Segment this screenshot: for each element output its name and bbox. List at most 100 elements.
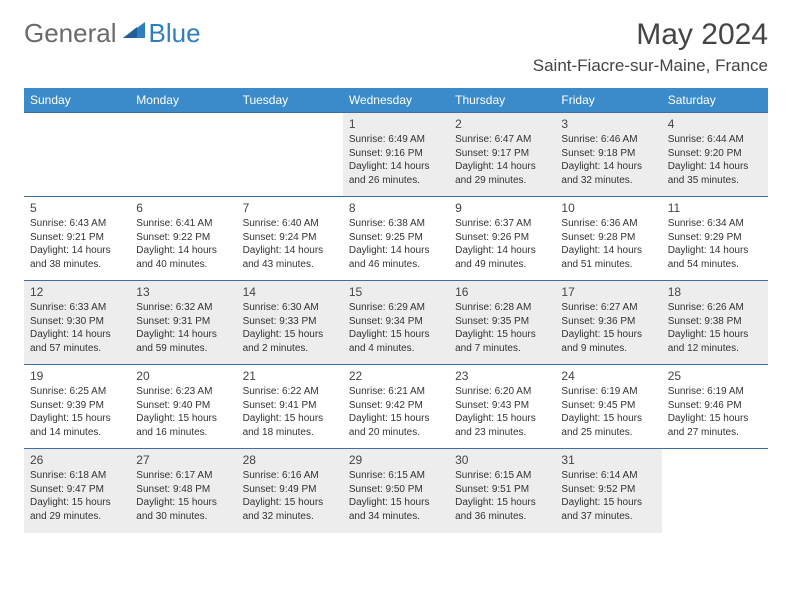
- day-number: 6: [136, 201, 230, 215]
- day-info: Sunrise: 6:19 AMSunset: 9:46 PMDaylight:…: [668, 385, 762, 439]
- logo-text-2: Blue: [149, 18, 201, 49]
- day-header: Saturday: [662, 88, 768, 113]
- calendar-cell: 11 Sunrise: 6:34 AMSunset: 9:29 PMDayligh…: [662, 197, 768, 281]
- day-info: Sunrise: 6:18 AMSunset: 9:47 PMDaylight:…: [30, 469, 124, 523]
- day-header: Sunday: [24, 88, 130, 113]
- day-number: 17: [561, 285, 655, 299]
- day-info: Sunrise: 6:40 AMSunset: 9:24 PMDaylight:…: [243, 217, 337, 271]
- day-number: 26: [30, 453, 124, 467]
- calendar-week-row: 26 Sunrise: 6:18 AMSunset: 9:47 PMDayligh…: [24, 449, 768, 533]
- calendar-cell: 30 Sunrise: 6:15 AMSunset: 9:51 PMDayligh…: [449, 449, 555, 533]
- calendar-cell: 16Sunrise: 6:28 AMSunset: 9:35 PMDayligh…: [449, 281, 555, 365]
- month-title: May 2024: [533, 18, 768, 52]
- day-info: Sunrise: 6:33 AMSunset: 9:30 PMDaylight:…: [30, 301, 124, 355]
- calendar-cell: 10 Sunrise: 6:36 AMSunset: 9:28 PMDayligh…: [555, 197, 661, 281]
- calendar-cell: 8 Sunrise: 6:38 AMSunset: 9:25 PMDaylight…: [343, 197, 449, 281]
- day-info: Sunrise: 6:14 AMSunset: 9:52 PMDaylight:…: [561, 469, 655, 523]
- calendar-cell: 20 Sunrise: 6:23 AMSunset: 9:40 PMDayligh…: [130, 365, 236, 449]
- day-header: Thursday: [449, 88, 555, 113]
- calendar-cell: 27 Sunrise: 6:17 AMSunset: 9:48 PMDayligh…: [130, 449, 236, 533]
- header: General Blue May 2024 Saint-Fiacre-sur-M…: [24, 18, 768, 76]
- day-number: 31: [561, 453, 655, 467]
- calendar-cell: 17 Sunrise: 6:27 AMSunset: 9:36 PMDayligh…: [555, 281, 661, 365]
- day-number: 15: [349, 285, 443, 299]
- calendar-cell: [237, 113, 343, 197]
- day-info: Sunrise: 6:22 AMSunset: 9:41 PMDaylight:…: [243, 385, 337, 439]
- day-info: Sunrise: 6:19 AMSunset: 9:45 PMDaylight:…: [561, 385, 655, 439]
- day-info: Sunrise: 6:49 AMSunset: 9:16 PMDaylight:…: [349, 133, 443, 187]
- calendar-cell: 15Sunrise: 6:29 AMSunset: 9:34 PMDayligh…: [343, 281, 449, 365]
- calendar-cell: 3 Sunrise: 6:46 AMSunset: 9:18 PMDaylight…: [555, 113, 661, 197]
- day-number: 11: [668, 201, 762, 215]
- day-info: Sunrise: 6:41 AMSunset: 9:22 PMDaylight:…: [136, 217, 230, 271]
- calendar-cell: 18 Sunrise: 6:26 AMSunset: 9:38 PMDayligh…: [662, 281, 768, 365]
- day-number: 25: [668, 369, 762, 383]
- calendar-cell: 1 Sunrise: 6:49 AMSunset: 9:16 PMDaylight…: [343, 113, 449, 197]
- day-number: 30: [455, 453, 549, 467]
- day-info: Sunrise: 6:21 AMSunset: 9:42 PMDaylight:…: [349, 385, 443, 439]
- day-info: Sunrise: 6:43 AMSunset: 9:21 PMDaylight:…: [30, 217, 124, 271]
- calendar-cell: 5Sunrise: 6:43 AMSunset: 9:21 PMDaylight…: [24, 197, 130, 281]
- day-number: 7: [243, 201, 337, 215]
- calendar-cell: 2Sunrise: 6:47 AMSunset: 9:17 PMDaylight…: [449, 113, 555, 197]
- day-number: 4: [668, 117, 762, 131]
- day-number: 12: [30, 285, 124, 299]
- day-number: 19: [30, 369, 124, 383]
- logo: General Blue: [24, 18, 201, 49]
- day-number: 21: [243, 369, 337, 383]
- day-info: Sunrise: 6:26 AMSunset: 9:38 PMDaylight:…: [668, 301, 762, 355]
- calendar-cell: 6 Sunrise: 6:41 AMSunset: 9:22 PMDaylight…: [130, 197, 236, 281]
- day-number: 9: [455, 201, 549, 215]
- calendar-week-row: 1 Sunrise: 6:49 AMSunset: 9:16 PMDaylight…: [24, 113, 768, 197]
- calendar-week-row: 19 Sunrise: 6:25 AMSunset: 9:39 PMDayligh…: [24, 365, 768, 449]
- day-number: 28: [243, 453, 337, 467]
- day-number: 27: [136, 453, 230, 467]
- calendar-body: 1 Sunrise: 6:49 AMSunset: 9:16 PMDaylight…: [24, 113, 768, 533]
- calendar-cell: 22Sunrise: 6:21 AMSunset: 9:42 PMDayligh…: [343, 365, 449, 449]
- day-info: Sunrise: 6:38 AMSunset: 9:25 PMDaylight:…: [349, 217, 443, 271]
- day-number: 14: [243, 285, 337, 299]
- calendar-cell: 4Sunrise: 6:44 AMSunset: 9:20 PMDaylight…: [662, 113, 768, 197]
- day-number: 10: [561, 201, 655, 215]
- day-number: 29: [349, 453, 443, 467]
- day-info: Sunrise: 6:34 AMSunset: 9:29 PMDaylight:…: [668, 217, 762, 271]
- calendar-cell: 28 Sunrise: 6:16 AMSunset: 9:49 PMDayligh…: [237, 449, 343, 533]
- day-info: Sunrise: 6:23 AMSunset: 9:40 PMDaylight:…: [136, 385, 230, 439]
- calendar-cell: 25 Sunrise: 6:19 AMSunset: 9:46 PMDayligh…: [662, 365, 768, 449]
- day-info: Sunrise: 6:46 AMSunset: 9:18 PMDaylight:…: [561, 133, 655, 187]
- calendar-cell: 21 Sunrise: 6:22 AMSunset: 9:41 PMDayligh…: [237, 365, 343, 449]
- calendar-cell: [130, 113, 236, 197]
- day-header: Wednesday: [343, 88, 449, 113]
- day-info: Sunrise: 6:27 AMSunset: 9:36 PMDaylight:…: [561, 301, 655, 355]
- calendar-table: SundayMondayTuesdayWednesdayThursdayFrid…: [24, 88, 768, 533]
- day-number: 16: [455, 285, 549, 299]
- day-info: Sunrise: 6:17 AMSunset: 9:48 PMDaylight:…: [136, 469, 230, 523]
- day-number: 1: [349, 117, 443, 131]
- day-info: Sunrise: 6:36 AMSunset: 9:28 PMDaylight:…: [561, 217, 655, 271]
- calendar-week-row: 5Sunrise: 6:43 AMSunset: 9:21 PMDaylight…: [24, 197, 768, 281]
- day-info: Sunrise: 6:30 AMSunset: 9:33 PMDaylight:…: [243, 301, 337, 355]
- day-info: Sunrise: 6:16 AMSunset: 9:49 PMDaylight:…: [243, 469, 337, 523]
- day-number: 20: [136, 369, 230, 383]
- calendar-cell: 23Sunrise: 6:20 AMSunset: 9:43 PMDayligh…: [449, 365, 555, 449]
- calendar-cell: 14 Sunrise: 6:30 AMSunset: 9:33 PMDayligh…: [237, 281, 343, 365]
- day-number: 18: [668, 285, 762, 299]
- day-info: Sunrise: 6:37 AMSunset: 9:26 PMDaylight:…: [455, 217, 549, 271]
- calendar-cell: 31 Sunrise: 6:14 AMSunset: 9:52 PMDayligh…: [555, 449, 661, 533]
- calendar-cell: [24, 113, 130, 197]
- day-number: 8: [349, 201, 443, 215]
- calendar-cell: 7 Sunrise: 6:40 AMSunset: 9:24 PMDaylight…: [237, 197, 343, 281]
- day-info: Sunrise: 6:15 AMSunset: 9:50 PMDaylight:…: [349, 469, 443, 523]
- day-header: Tuesday: [237, 88, 343, 113]
- calendar-cell: 29 Sunrise: 6:15 AMSunset: 9:50 PMDayligh…: [343, 449, 449, 533]
- day-number: 3: [561, 117, 655, 131]
- calendar-header-row: SundayMondayTuesdayWednesdayThursdayFrid…: [24, 88, 768, 113]
- calendar-cell: 9 Sunrise: 6:37 AMSunset: 9:26 PMDaylight…: [449, 197, 555, 281]
- calendar-week-row: 12 Sunrise: 6:33 AMSunset: 9:30 PMDayligh…: [24, 281, 768, 365]
- calendar-cell: 24Sunrise: 6:19 AMSunset: 9:45 PMDayligh…: [555, 365, 661, 449]
- day-info: Sunrise: 6:15 AMSunset: 9:51 PMDaylight:…: [455, 469, 549, 523]
- day-number: 13: [136, 285, 230, 299]
- logo-text-1: General: [24, 18, 117, 49]
- day-info: Sunrise: 6:25 AMSunset: 9:39 PMDaylight:…: [30, 385, 124, 439]
- day-info: Sunrise: 6:47 AMSunset: 9:17 PMDaylight:…: [455, 133, 549, 187]
